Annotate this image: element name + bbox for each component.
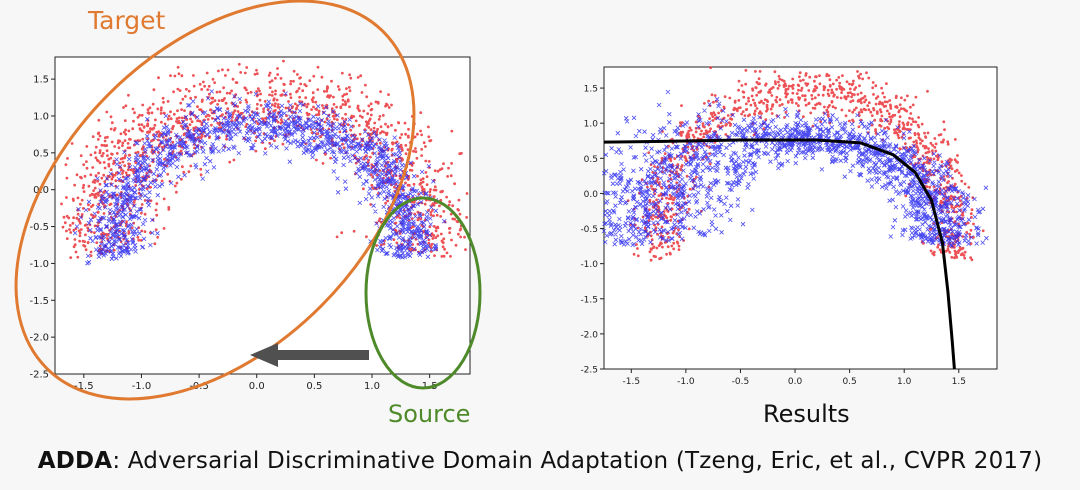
y-tick-label: 1.5 (584, 85, 598, 95)
target-series-right (626, 66, 985, 262)
target-series-left (60, 59, 469, 259)
scatter-points-left (60, 59, 469, 266)
y-tick-label: -1.0 (580, 260, 598, 270)
x-tick-label: 1.5 (952, 377, 966, 387)
results-scatter-plot: -1.5 -1.0 -0.5 0.0 0.5 1.0 1.5 1.5 1.0 0.5 0.0 -0.5… (580, 66, 998, 387)
source-points-left (72, 89, 447, 266)
scatter-points-right (601, 66, 989, 262)
y-tick-label: -1.5 (580, 295, 598, 305)
slide-caption: ADDA: Adversarial Discriminative Domain … (0, 448, 1080, 474)
y-tick-label: -2.0 (29, 333, 49, 344)
decision-boundary-line (603, 138, 956, 370)
source-series-right (601, 89, 989, 248)
x-tick-label: 0.5 (842, 377, 856, 387)
y-tick-label: 0.0 (584, 190, 599, 200)
source-series-left (72, 89, 447, 266)
y-tick-label: 0.5 (584, 155, 598, 165)
y-tick-label: -0.5 (29, 222, 49, 233)
results-label: Results (763, 400, 850, 428)
target-ellipse (14, 0, 416, 401)
axis-ticks-right: -1.5 -1.0 -0.5 0.0 0.5 1.0 1.5 1.5 1.0 0.5 0.0 -0.5… (580, 85, 966, 387)
y-tick-label: 0.5 (33, 148, 49, 159)
y-tick-label: -0.5 (580, 225, 598, 235)
x-tick-label: 0.0 (788, 377, 803, 387)
y-tick-label: 1.0 (33, 111, 49, 122)
source-target-scatter-plot: -1.5 -1.0 -0.5 0.0 0.5 1.0 1.51.51.00.50.0-0.5… (29, 56, 471, 392)
x-tick-label: 1.0 (364, 381, 380, 392)
x-tick-label: -1.0 (677, 377, 695, 387)
y-tick-label: -1.5 (29, 296, 49, 307)
x-tick-label: 0.5 (306, 381, 322, 392)
y-tick-label: -2.5 (29, 370, 49, 381)
y-tick-label: -1.0 (29, 259, 49, 270)
y-tick-label: -2.5 (580, 366, 598, 376)
axis-ticks-left: -1.5 -1.0 -0.5 0.0 0.5 1.0 1.51.51.00.50.0-0.5… (29, 75, 437, 392)
source-points-right (601, 89, 989, 248)
caption-acronym: ADDA (37, 448, 113, 474)
source-ellipse (364, 196, 482, 390)
x-tick-label: 0.0 (249, 381, 265, 392)
x-tick-label: -1.5 (623, 377, 641, 387)
target-points-left (60, 59, 469, 259)
y-tick-label: 1.5 (33, 75, 49, 86)
y-tick-label: -2.0 (580, 330, 598, 340)
target-label: Target (88, 6, 166, 35)
y-tick-label: 1.0 (584, 120, 599, 130)
target-points-right (626, 66, 985, 262)
adaptation-arrow (250, 343, 369, 367)
x-tick-label: -1.5 (74, 381, 94, 392)
source-label: Source (388, 400, 471, 428)
plot-frame-left (54, 56, 471, 375)
x-tick-label: 1.0 (897, 377, 912, 387)
caption-text: : Adversarial Discriminative Domain Adap… (112, 448, 1043, 474)
x-tick-label: -0.5 (732, 377, 750, 387)
x-tick-label: -1.0 (132, 381, 152, 392)
